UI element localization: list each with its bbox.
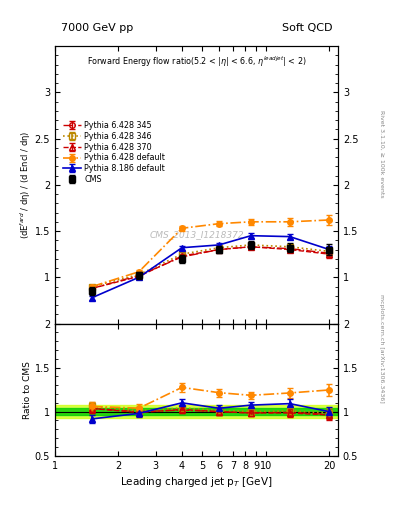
Text: mcplots.cern.ch [arXiv:1306.3436]: mcplots.cern.ch [arXiv:1306.3436] bbox=[380, 294, 384, 402]
Text: 7000 GeV pp: 7000 GeV pp bbox=[61, 23, 133, 33]
Bar bbox=[55, 406, 338, 418]
X-axis label: Leading charged jet p$_{T}$ [GeV]: Leading charged jet p$_{T}$ [GeV] bbox=[120, 475, 273, 489]
Text: CMS_2013_I1218372: CMS_2013_I1218372 bbox=[149, 230, 244, 239]
Y-axis label: Ratio to CMS: Ratio to CMS bbox=[23, 360, 32, 418]
Legend: Pythia 6.428 345, Pythia 6.428 346, Pythia 6.428 370, Pythia 6.428 default, Pyth: Pythia 6.428 345, Pythia 6.428 346, Pyth… bbox=[62, 119, 167, 185]
Text: Forward Energy flow ratio(5.2 < |$\eta$| < 6.6, $\eta^{leadjet}$| < 2): Forward Energy flow ratio(5.2 < |$\eta$|… bbox=[87, 54, 306, 69]
Text: Soft QCD: Soft QCD bbox=[282, 23, 332, 33]
Y-axis label: (dE$^{fard}$ / dη) / (d Encl / dη): (dE$^{fard}$ / dη) / (d Encl / dη) bbox=[19, 131, 33, 239]
Bar bbox=[55, 408, 338, 415]
Text: Rivet 3.1.10, ≥ 100k events: Rivet 3.1.10, ≥ 100k events bbox=[380, 110, 384, 198]
